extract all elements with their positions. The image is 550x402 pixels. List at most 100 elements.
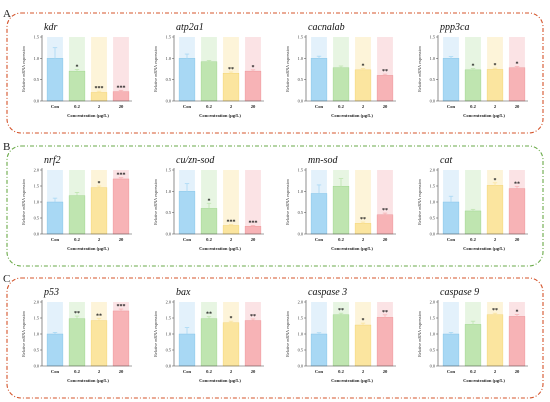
chart-cacnalab: cacnalab Relative mRNA expression 0.0 0.5 1.…: [285, 22, 396, 118]
bar: [200, 318, 218, 367]
bar-background: [113, 37, 129, 101]
bar: [222, 322, 240, 367]
bar: [200, 61, 218, 102]
x-tick-label: 20: [383, 104, 388, 109]
y-tick-label: 0.5: [34, 77, 39, 82]
chart-cat: cat Relative mRNA expression 0.0 0.5 1.0 1.5 2…: [417, 155, 528, 251]
y-tick-label: 0.0: [430, 99, 435, 104]
y-tick-label: 1.0: [166, 332, 171, 337]
x-tick-label: 20: [251, 237, 256, 242]
y-tick-label: 2.0: [34, 168, 39, 173]
x-axis-label: Concentration (μg/L): [199, 246, 241, 251]
x-tick-label: 20: [119, 237, 124, 242]
bar: [178, 58, 196, 102]
x-tick-label: 20: [119, 104, 124, 109]
significance-label: ***: [117, 304, 126, 310]
significance-label: *: [472, 64, 475, 70]
y-tick-label: 2.0: [298, 300, 303, 305]
chart-title: caspase 3: [308, 287, 347, 298]
x-tick-label: 0.2: [470, 369, 476, 374]
bar: [332, 67, 350, 102]
significance-label: ***: [95, 86, 104, 92]
y-axis-label: Relative mRNA expression: [153, 45, 158, 92]
y-tick-label: 1.0: [430, 56, 435, 61]
x-axis-label: Concentration (μg/L): [463, 246, 505, 251]
y-tick-label: 1.5: [430, 316, 435, 321]
chart-title: caspase 9: [440, 287, 479, 298]
significance-label: *: [516, 61, 519, 67]
y-tick-label: 0.5: [298, 210, 303, 215]
x-tick-label: Con: [315, 237, 324, 242]
y-axis-label: Relative mRNA expression: [285, 45, 290, 92]
significance-label: ***: [249, 220, 258, 226]
x-tick-label: Con: [315, 369, 324, 374]
y-tick-label: 1.5: [34, 184, 39, 189]
x-tick-label: 0.2: [206, 237, 212, 242]
chart-title: p53: [43, 287, 59, 298]
bar: [112, 91, 130, 102]
y-tick-label: 2.0: [166, 300, 171, 305]
bar: [46, 58, 64, 102]
bar: [90, 320, 108, 367]
x-tick-label: 20: [251, 369, 256, 374]
x-axis-label: Concentration (μg/L): [331, 378, 373, 383]
y-tick-label: 0.5: [34, 216, 39, 221]
y-tick-label: 1.0: [298, 189, 303, 194]
y-tick-label: 1.5: [166, 168, 171, 173]
x-tick-label: 2: [230, 104, 233, 109]
chart-kdr: kdr Relative mRNA expression 0.0 0.5 1.0 1.5 C…: [21, 22, 132, 118]
y-axis-label: Relative mRNA expression: [21, 45, 26, 92]
x-axis-label: Concentration (μg/L): [199, 113, 241, 118]
y-tick-label: 1.5: [166, 35, 171, 40]
y-tick-label: 1.0: [34, 56, 39, 61]
chart-nrf2: nrf2 Relative mRNA expression 0.0 0.5 1.0 1.5…: [21, 155, 132, 251]
x-tick-label: Con: [183, 237, 192, 242]
y-tick-label: 0.0: [430, 364, 435, 369]
significance-label: ***: [117, 85, 126, 91]
y-tick-label: 2.0: [430, 168, 435, 173]
bar: [486, 185, 504, 235]
x-tick-label: 0.2: [470, 104, 476, 109]
chart-caspase-9: caspase 9 Relative mRNA expression 0.0 0.5 1…: [417, 287, 528, 383]
x-tick-label: Con: [447, 369, 456, 374]
significance-label: **: [360, 217, 366, 223]
significance-label: ***: [227, 220, 236, 226]
x-tick-label: 2: [494, 104, 497, 109]
bar: [354, 223, 372, 235]
bar: [464, 210, 482, 235]
y-tick-label: 0.0: [166, 232, 171, 237]
chart-mn-sod: mn-sod Relative mRNA expression 0.0 0.5 1.0 1…: [285, 155, 396, 251]
chart-p53: p53 Relative mRNA expression 0.0 0.5 1.0 1.5 2…: [21, 287, 132, 383]
bar: [508, 188, 526, 235]
x-tick-label: 0.2: [338, 369, 344, 374]
bar: [112, 310, 130, 367]
y-tick-label: 0.0: [34, 99, 39, 104]
x-tick-label: 2: [362, 104, 365, 109]
chart-ppp3ca: ppp3ca Relative mRNA expression 0.0 0.5 1.0 1…: [417, 22, 528, 118]
significance-label: **: [74, 311, 80, 317]
panel-label: B: [3, 141, 10, 153]
bar: [464, 69, 482, 102]
x-tick-label: 0.2: [74, 369, 80, 374]
x-axis-label: Concentration (μg/L): [331, 113, 373, 118]
panel-frame: [6, 277, 544, 399]
significance-label: *: [494, 63, 497, 69]
significance-label: **: [492, 308, 498, 314]
bar: [354, 324, 372, 367]
significance-label: **: [228, 67, 234, 73]
y-tick-label: 0.0: [166, 364, 171, 369]
y-tick-label: 0.5: [430, 77, 435, 82]
x-tick-label: 20: [515, 369, 520, 374]
bar: [244, 226, 262, 235]
y-tick-label: 1.5: [298, 316, 303, 321]
chart-title: mn-sod: [308, 155, 338, 166]
x-axis-label: Concentration (μg/L): [67, 113, 109, 118]
bar: [508, 316, 526, 367]
bar: [376, 75, 394, 102]
x-tick-label: 2: [362, 237, 365, 242]
x-tick-label: 2: [494, 237, 497, 242]
y-tick-label: 0.5: [298, 77, 303, 82]
